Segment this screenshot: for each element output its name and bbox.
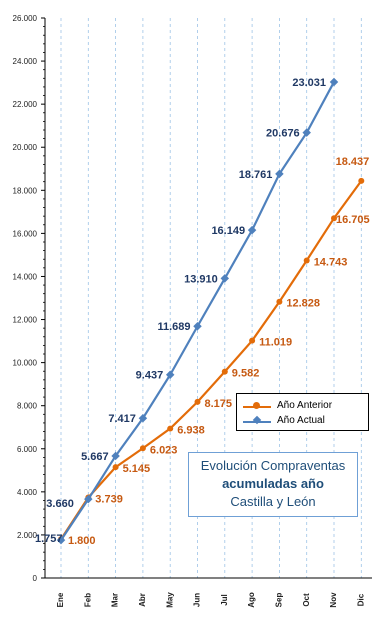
point-anterior <box>331 215 337 222</box>
point-actual <box>138 414 148 423</box>
y-tick-label: 26.000 <box>13 14 38 23</box>
data-label-anterior: 9.582 <box>232 368 260 380</box>
data-label-actual: 23.031 <box>292 77 326 89</box>
data-label-anterior: 14.743 <box>314 256 348 268</box>
legend-marker-anterior <box>253 402 260 409</box>
legend: Año Anterior Año Actual <box>236 393 369 431</box>
y-tick-label: 8.000 <box>17 402 38 411</box>
x-tick-label: Oct <box>302 593 311 607</box>
data-label-actual: 5.667 <box>81 451 109 463</box>
point-anterior <box>167 425 174 432</box>
y-tick-label: 4.000 <box>17 488 38 497</box>
y-tick-label: 12.000 <box>13 316 38 325</box>
data-label-actual: 11.689 <box>157 321 190 333</box>
data-label-actual: 3.660 <box>46 498 74 510</box>
chart-title-line-3: Castilla y León <box>230 494 316 509</box>
data-label-actual: 1.757 <box>35 533 63 545</box>
point-actual <box>220 274 230 283</box>
y-tick-label: 24.000 <box>13 57 38 66</box>
data-label-actual: 9.437 <box>136 370 164 382</box>
y-tick-label: 16.000 <box>13 229 38 238</box>
data-label-anterior: 5.145 <box>123 463 151 475</box>
x-tick-label: Dic <box>356 593 365 606</box>
data-label-actual: 20.676 <box>266 128 300 140</box>
y-tick-label: 10.000 <box>13 359 38 368</box>
point-anterior <box>303 257 310 264</box>
y-tick-label: 20.000 <box>13 143 38 152</box>
point-actual <box>329 77 339 87</box>
point-actual <box>111 451 120 461</box>
x-tick-label: Abr <box>138 593 147 607</box>
x-tick-label: May <box>165 592 174 608</box>
x-tick-label: Jun <box>193 593 202 607</box>
y-tick-label: 6.000 <box>17 445 38 454</box>
data-label-actual: 7.417 <box>108 413 136 425</box>
data-label-anterior: 6.023 <box>150 444 178 456</box>
data-label-anterior: 3.739 <box>95 493 123 505</box>
chart-title-box: Evolución Compraventas acumuladas año Ca… <box>188 452 358 517</box>
legend-label-anterior: Año Anterior <box>277 400 333 411</box>
data-label-anterior: 18.437 <box>336 156 370 168</box>
point-actual <box>275 169 284 179</box>
point-anterior <box>249 337 256 344</box>
y-tick-label: 0 <box>33 574 38 583</box>
point-anterior <box>221 368 228 375</box>
data-label-anterior: 12.828 <box>286 298 320 310</box>
point-actual <box>193 321 202 331</box>
point-actual <box>84 494 93 504</box>
x-tick-label: Ago <box>247 592 256 608</box>
data-label-anterior: 11.019 <box>259 337 292 349</box>
chart-title-line-2: acumuladas año <box>222 476 324 491</box>
point-anterior <box>112 464 119 471</box>
y-tick-label: 14.000 <box>13 272 38 281</box>
x-tick-label: Jul <box>220 594 229 606</box>
data-label-actual: 18.761 <box>239 169 273 181</box>
data-label-anterior: 6.938 <box>177 425 205 437</box>
chart-title-line-1: Evolución Compraventas <box>200 458 346 473</box>
x-tick-label: Nov <box>329 592 338 608</box>
x-tick-label: Ene <box>56 592 65 607</box>
data-label-actual: 13.910 <box>184 273 218 285</box>
x-tick-label: Feb <box>83 593 92 607</box>
x-tick-label: Sep <box>275 593 284 608</box>
legend-label-actual: Año Actual <box>277 415 325 426</box>
point-actual <box>302 128 311 137</box>
point-anterior <box>139 445 146 452</box>
point-anterior <box>358 177 365 184</box>
point-actual <box>247 225 257 235</box>
series-line-anterior <box>60 180 363 540</box>
point-anterior <box>276 298 283 305</box>
data-label-anterior: 16.705 <box>336 214 370 226</box>
point-anterior <box>194 398 201 405</box>
y-tick-label: 2.000 <box>17 531 38 540</box>
point-actual <box>165 370 175 379</box>
y-tick-label: 22.000 <box>13 100 38 109</box>
y-tick-label: 18.000 <box>13 186 38 195</box>
x-tick-label: Mar <box>111 593 120 607</box>
data-label-anterior: 1.800 <box>68 535 96 547</box>
data-label-anterior: 8.175 <box>205 398 233 410</box>
data-label-actual: 16.149 <box>211 225 245 237</box>
